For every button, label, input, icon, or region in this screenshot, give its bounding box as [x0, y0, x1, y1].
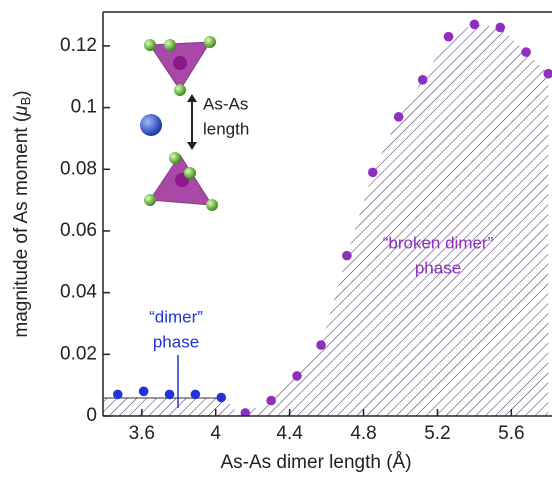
- y-tick-label: 0: [86, 405, 97, 426]
- hatched-area: [245, 24, 548, 416]
- point: [165, 390, 175, 400]
- inset-label: length: [203, 119, 249, 138]
- point: [216, 393, 226, 403]
- point: [394, 112, 404, 122]
- x-axis-label: As-As dimer length (Å): [220, 452, 411, 473]
- point: [444, 32, 454, 42]
- plot-area: [103, 20, 552, 418]
- point: [316, 340, 326, 350]
- y-tick-label: 0.12: [60, 35, 97, 56]
- point: [191, 390, 201, 400]
- inset-label: As-As: [203, 94, 248, 113]
- dimer-label: “dimer”: [149, 307, 203, 326]
- x-tick-label: 3.6: [129, 423, 155, 444]
- y-label-close: ): [11, 90, 32, 96]
- point: [470, 20, 480, 30]
- x-tick-label: 5.6: [498, 423, 524, 444]
- dimer-label: phase: [153, 332, 199, 351]
- point: [368, 168, 378, 178]
- broken-label: “broken dimer”: [383, 233, 494, 252]
- point: [266, 396, 276, 406]
- y-axis-label: magnitude of As moment (μB): [11, 90, 33, 337]
- point: [139, 387, 149, 397]
- x-tick-label: 4.8: [350, 423, 376, 444]
- x-tick-label: 4: [210, 423, 221, 444]
- x-tick-label: 5.2: [424, 423, 450, 444]
- y-label-sub: B: [18, 97, 33, 106]
- point: [521, 47, 531, 57]
- y-tick-label: 0.1: [71, 97, 97, 118]
- chart: As-As dimer length (Å) magnitude of As m…: [0, 0, 552, 479]
- point: [292, 371, 302, 381]
- point: [113, 390, 123, 400]
- y-tick-label: 0.06: [60, 220, 97, 241]
- point: [342, 251, 352, 261]
- y-label-text: magnitude of As moment (: [11, 115, 32, 337]
- broken-label: phase: [415, 258, 461, 277]
- y-label-symbol: μ: [11, 105, 32, 117]
- y-tick-label: 0.08: [60, 158, 97, 179]
- y-tick-label: 0.02: [60, 343, 97, 364]
- point: [495, 23, 505, 33]
- point: [418, 75, 428, 85]
- y-tick-label: 0.04: [60, 282, 97, 303]
- x-tick-label: 4.4: [276, 423, 303, 444]
